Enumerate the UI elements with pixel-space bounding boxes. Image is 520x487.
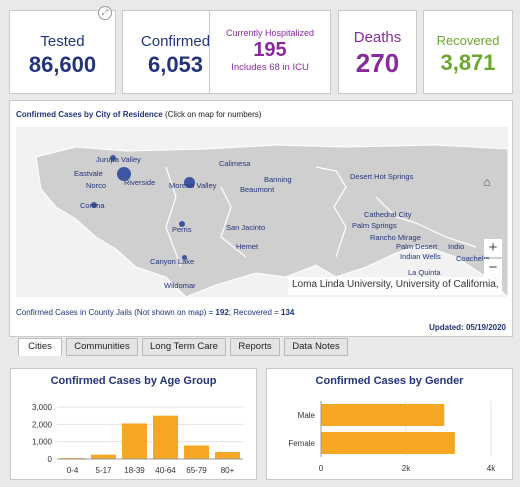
y-tick-label: Male	[298, 411, 316, 420]
confirmed-label: Confirmed	[140, 33, 211, 50]
corona-marker[interactable]	[91, 202, 97, 208]
tested-tile: Tested 86,600	[9, 10, 116, 94]
age-bar[interactable]	[91, 454, 116, 459]
place-label: Indian Wells	[400, 252, 441, 261]
place-label: Hemet	[236, 242, 259, 251]
place-label: Desert Hot Springs	[350, 172, 414, 181]
x-tick-label: 18-39	[124, 466, 145, 475]
place-label: Moreno Valley	[169, 181, 217, 190]
y-tick-label: 1,000	[32, 438, 53, 447]
map-title: Confirmed Cases by City of Residence (Cl…	[16, 110, 261, 119]
x-tick-label: 40-64	[155, 466, 176, 475]
place-label: Rancho Mirage	[370, 233, 421, 242]
x-tick-label: 0	[319, 464, 324, 473]
tab-reports[interactable]: Reports	[230, 338, 280, 356]
place-label: Canyon Lake	[150, 257, 195, 266]
x-tick-label: 5-17	[95, 466, 112, 475]
hospitalized-label: Currently Hospitalized	[225, 28, 315, 38]
recovered-value: 3,871	[440, 50, 496, 75]
perris-marker[interactable]	[179, 221, 185, 227]
tested-label: Tested	[40, 33, 85, 50]
place-label: Indio	[448, 242, 465, 251]
map-title-rest: (Click on map for numbers)	[162, 110, 262, 119]
gender-chart: 0 2k 4k Male Female	[288, 401, 496, 473]
expand-icon[interactable]: ⤢	[98, 6, 112, 20]
map-area[interactable]: Jurupa Valley Eastvale Norco Corona Rive…	[16, 127, 508, 297]
updated-date: Updated: 05/19/2020	[429, 323, 506, 332]
age-bar[interactable]	[184, 445, 209, 459]
y-tick-label: 2,000	[32, 420, 53, 429]
place-label: Riverside	[124, 178, 156, 187]
hospitalized-tile: Currently Hospitalized 195 Includes 68 i…	[209, 10, 331, 94]
place-label: Coachella	[456, 254, 490, 263]
y-tick-label: Female	[288, 439, 315, 448]
place-label: La Quinta	[408, 268, 441, 277]
tab-data-notes[interactable]: Data Notes	[284, 338, 348, 356]
place-label: Wildomar	[164, 281, 196, 290]
hospitalized-subtext: Includes 68 in ICU	[231, 62, 309, 73]
confirmed-value: 6,053	[147, 52, 204, 77]
home-icon[interactable]: ⌂	[483, 175, 491, 189]
y-tick-label: 3,000	[32, 403, 53, 412]
county-map-shape	[35, 144, 508, 297]
jail-recovered: 134	[281, 308, 295, 317]
jail-cases-line: Confirmed Cases in County Jails (Not sho…	[16, 308, 294, 317]
recovered-label: Recovered	[436, 33, 500, 48]
age-bar[interactable]	[153, 415, 178, 459]
jurupa-marker[interactable]	[110, 155, 116, 161]
deaths-tile: Deaths 270	[338, 10, 417, 94]
gender-bar[interactable]	[321, 404, 445, 426]
jail-confirmed: 192	[215, 308, 229, 317]
tab-long-term-care[interactable]: Long Term Care	[142, 338, 226, 356]
place-label: Calimesa	[219, 159, 251, 168]
place-label: Palm Springs	[352, 221, 397, 230]
map-attribution: Loma Linda University, University of Cal…	[288, 277, 502, 295]
x-tick-label: 65-79	[186, 466, 207, 475]
x-tick-label: 80+	[221, 466, 235, 475]
moreno-valley-marker[interactable]	[184, 177, 195, 188]
tab-communities[interactable]: Communities	[66, 338, 138, 356]
map-title-bold: Confirmed Cases by City of Residence	[16, 110, 163, 119]
place-label: Palm Desert	[396, 242, 438, 251]
y-tick-label: 0	[48, 455, 53, 464]
age-bar[interactable]	[60, 457, 85, 459]
tested-value: 86,600	[28, 52, 97, 77]
place-label: Eastvale	[74, 169, 103, 178]
place-label: Norco	[86, 181, 107, 190]
gender-bar[interactable]	[321, 432, 455, 454]
age-bar[interactable]	[122, 423, 147, 459]
deaths-value: 270	[355, 48, 400, 78]
deaths-label: Deaths	[353, 29, 402, 46]
x-tick-label: 2k	[402, 464, 411, 473]
place-label: San Jacinto	[226, 223, 266, 232]
riverside-marker[interactable]	[117, 167, 131, 181]
gender-chart-title: Confirmed Cases by Gender	[315, 375, 464, 387]
recovered-tile: Recovered 3,871	[423, 10, 513, 94]
hospitalized-value: 195	[253, 39, 287, 61]
jail-prefix: Confirmed Cases in County Jails (Not sho…	[16, 308, 216, 317]
place-label: Corona	[80, 201, 105, 210]
zoom-out-button[interactable]: −	[484, 259, 502, 277]
age-chart-card: Confirmed Cases by Age Group 0 1,000 2,000…	[10, 368, 257, 480]
map-card: Confirmed Cases by City of Residence (Cl…	[9, 100, 513, 337]
place-label: Perris	[172, 225, 192, 234]
place-label: Cathedral City	[364, 210, 412, 219]
place-label: Jurupa Valley	[96, 155, 141, 164]
age-chart-title: Confirmed Cases by Age Group	[50, 375, 217, 387]
zoom-in-button[interactable]: +	[484, 239, 502, 257]
jail-mid: ; Recovered =	[228, 308, 282, 317]
gender-chart-card: Confirmed Cases by Gender 0 2k 4k Male Femal…	[266, 368, 513, 480]
place-label: Beaumont	[240, 185, 275, 194]
x-tick-label: 0-4	[67, 466, 79, 475]
canyon-lake-marker[interactable]	[182, 255, 187, 260]
x-tick-label: 4k	[487, 464, 496, 473]
tab-cities[interactable]: Cities	[18, 338, 62, 356]
age-chart: 0 1,000 2,000 3,000 0-4 5-17 18-39 40-64 65-79 80…	[32, 403, 243, 475]
age-bar[interactable]	[215, 452, 240, 459]
place-label: Banning	[264, 175, 292, 184]
